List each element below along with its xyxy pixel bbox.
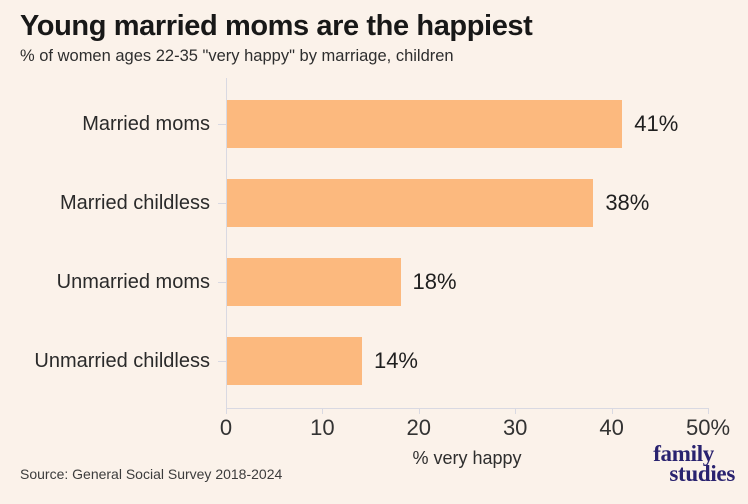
x-axis-tick <box>515 409 517 414</box>
value-label: 41% <box>634 111 679 136</box>
chart-title: Young married moms are the happiest <box>20 10 533 42</box>
category-label: Unmarried childless <box>34 349 210 372</box>
y-axis-tick <box>218 203 226 204</box>
x-axis-tick <box>418 409 420 414</box>
x-axis-tick <box>708 409 709 414</box>
chart-subtitle: % of women ages 22-35 "very happy" by ma… <box>20 47 454 65</box>
x-axis-tick-label: 0 <box>219 415 233 440</box>
x-axis-tick-label: 10 <box>310 415 335 440</box>
value-label: 14% <box>373 348 418 373</box>
x-axis-tick-label: 20 <box>406 415 432 440</box>
x-axis-tick-label: 40 <box>599 415 624 440</box>
bar-unmarried-moms <box>227 258 401 306</box>
x-axis-tick-label: 30 <box>502 415 528 440</box>
category-label: Married childless <box>59 191 210 214</box>
category-label: Married moms <box>82 112 210 135</box>
bar-married-childless <box>227 179 594 227</box>
y-axis-tick <box>218 361 226 362</box>
logo-line-1: family <box>653 441 714 466</box>
value-label: 38% <box>605 190 650 215</box>
logo-line-2: studies <box>669 461 735 486</box>
x-axis-title: % very happy <box>412 448 522 468</box>
y-axis-tick <box>218 282 226 283</box>
source-note: Source: General Social Survey 2018-2024 <box>20 466 283 482</box>
bar-married-moms <box>227 100 623 148</box>
x-axis-tick <box>611 409 613 414</box>
bar-unmarried-childless <box>227 337 362 385</box>
x-axis-tick <box>322 409 324 414</box>
plot-area: 41% 38% 18% 14% <box>226 78 709 409</box>
y-axis-tick <box>218 124 226 125</box>
family-studies-logo: family studies <box>653 441 735 486</box>
category-label: Unmarried moms <box>56 270 210 293</box>
x-axis-tick <box>226 409 227 414</box>
x-axis-tick-label: 50% <box>685 415 731 440</box>
value-label: 18% <box>412 269 457 294</box>
